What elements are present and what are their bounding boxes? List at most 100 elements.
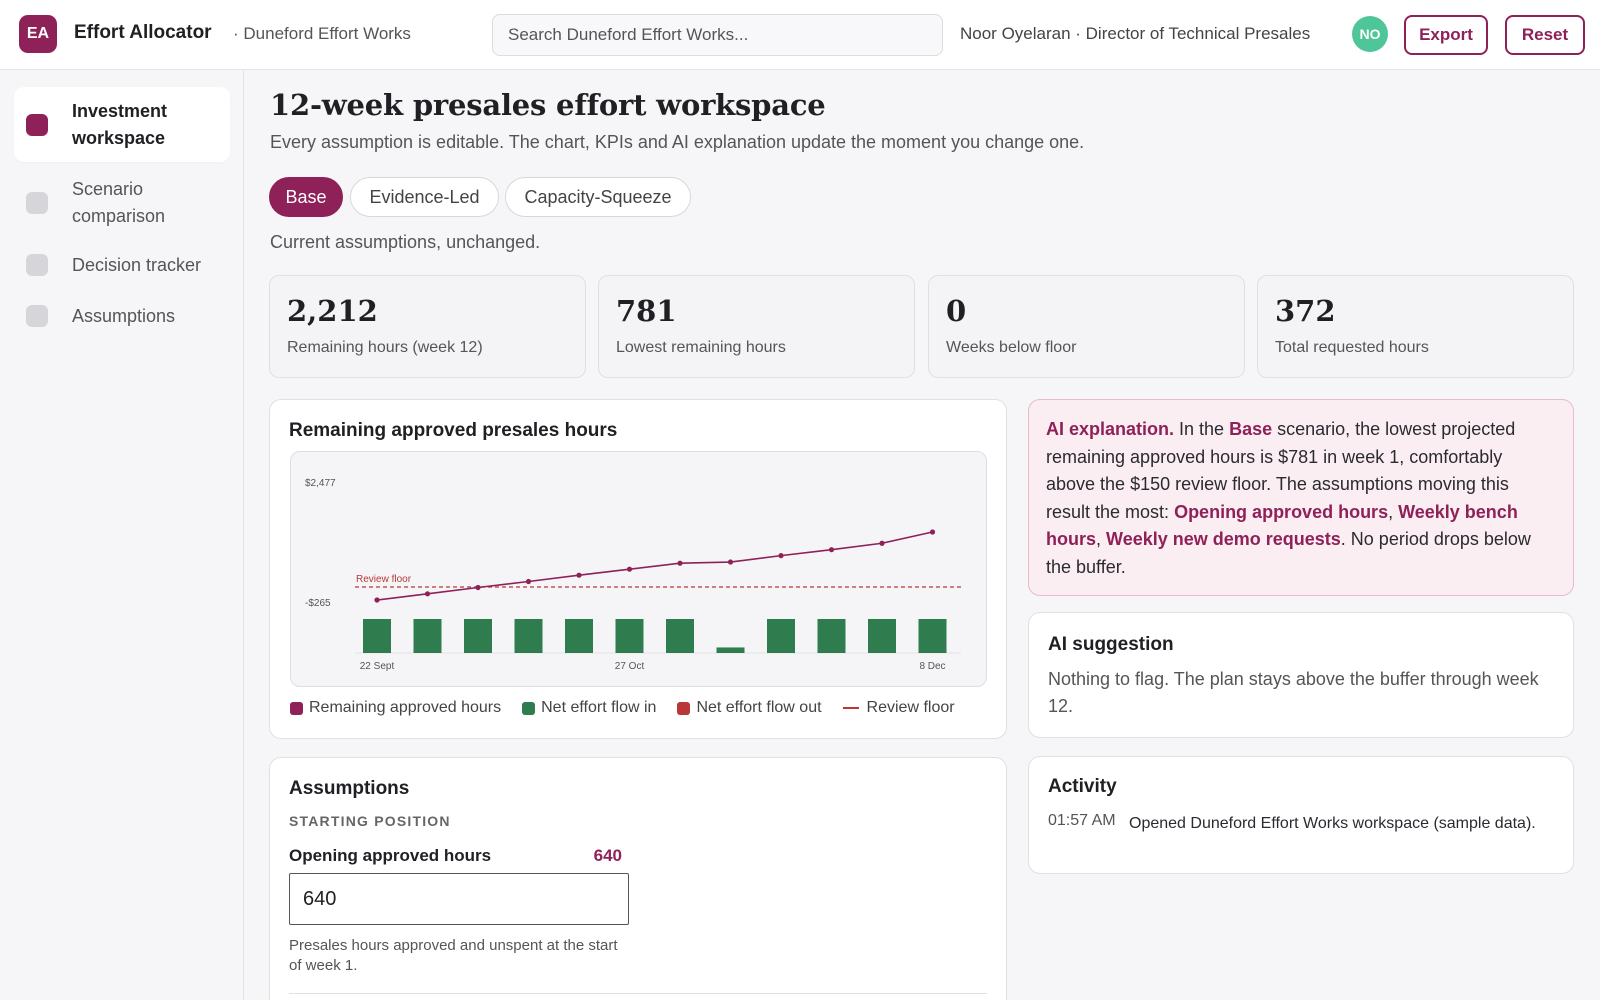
app-logo: EA [19, 15, 57, 53]
tab-evidence-led[interactable]: Evidence-Led [350, 177, 499, 217]
reset-button[interactable]: Reset [1505, 15, 1585, 55]
sidebar-item-label: Investment workspace [72, 100, 168, 148]
kpi-value: 2,212 [287, 294, 378, 328]
legend-swatch-icon [290, 701, 303, 715]
ai-suggestion-title: AI suggestion [1048, 634, 1174, 655]
legend-item-flow-out: Net effort flow out [677, 699, 822, 717]
divider [289, 993, 987, 994]
org-name: · Duneford Effort Works [233, 24, 411, 43]
sidebar-item-assumptions[interactable]: Assumptions [14, 293, 230, 339]
kpi-label: Lowest remaining hours [616, 339, 786, 356]
kpi-card-weeks-below-floor: 0 Weeks below floor [928, 275, 1245, 378]
bar-flow-in [817, 619, 846, 653]
bar-flow-in [666, 619, 694, 653]
kpi-label: Remaining hours (week 12) [287, 339, 483, 356]
kpi-value: 372 [1275, 294, 1336, 328]
ai-explanation-lead: AI explanation. [1046, 419, 1175, 439]
bar-flow-in [514, 619, 543, 653]
activity-card: Activity 01:57 AM Opened Duneford Effort… [1028, 756, 1574, 874]
legend-swatch-icon [677, 701, 691, 715]
x-tick-label: 27 Oct [615, 661, 645, 672]
ai-driver-link[interactable]: Opening approved hours [1174, 501, 1389, 522]
bar-flow-in [413, 619, 442, 653]
ai-driver-link[interactable]: Weekly bench hours [1046, 501, 1518, 550]
kpi-card-remaining-hours: 2,212 Remaining hours (week 12) [269, 275, 586, 378]
x-tick-label: 8 Dec [919, 661, 945, 672]
tab-capacity-squeeze[interactable]: Capacity-Squeeze [505, 177, 691, 217]
field-help-text: Presales hours approved and unspent at t… [289, 937, 618, 974]
ai-suggestion-text: Nothing to flag. The plan stays above th… [1048, 669, 1539, 716]
top-bar: EA Effort Allocator · Duneford Effort Wo… [0, 0, 1600, 70]
nav-marker-icon [26, 254, 48, 276]
activity-time: 01:57 AM [1048, 812, 1116, 829]
x-tick-label: 22 Sept [360, 661, 395, 672]
line-point [576, 572, 582, 578]
sidebar-item-label: Assumptions [72, 305, 176, 326]
app-title: Effort Allocator [74, 22, 212, 43]
ai-separator: , [1388, 501, 1399, 522]
kpi-value: 0 [946, 294, 967, 328]
sidebar-item-investment-workspace[interactable]: Investment workspace [14, 87, 230, 162]
nav-marker-icon [26, 191, 48, 214]
kpi-label: Weeks below floor [946, 339, 1077, 356]
chart-plot-area: $2,477 -$265 Review floor 22 Sept 27 Oct 8 De… [290, 451, 987, 687]
legend-swatch-icon [522, 701, 536, 715]
legend-line-icon [842, 707, 859, 709]
kpi-label: Total requested hours [1275, 339, 1429, 356]
legend-label: Net effort flow out [696, 699, 822, 716]
ai-text: scenario, the lowest projected remaining… [1046, 419, 1516, 522]
line-remaining-hours [376, 531, 933, 601]
legend-label: Net effort flow in [541, 699, 657, 716]
line-point [525, 578, 532, 585]
kpi-card-lowest-remaining: 781 Lowest remaining hours [598, 275, 915, 378]
chart-title: Remaining approved presales hours [289, 420, 618, 441]
line-point [374, 597, 380, 603]
sidebar: Investment workspace Scenario comparison… [0, 70, 244, 1000]
ai-driver-link[interactable]: Weekly new demo requests [1106, 529, 1341, 550]
line-point [879, 540, 885, 546]
bar-flow-in [918, 619, 947, 653]
ai-separator: , [1096, 529, 1107, 550]
field-current-value: 640 [593, 846, 622, 865]
bar-flow-in [767, 619, 795, 653]
export-button[interactable]: Export [1404, 15, 1488, 55]
ai-text: In the [1174, 419, 1230, 439]
line-point [677, 560, 683, 566]
bar-flow-in [615, 619, 644, 653]
y-tick-label: -$265 [305, 598, 331, 609]
legend-label: Remaining approved hours [309, 699, 502, 716]
ai-explanation-box: AI explanation. In the Base scenario, th… [1028, 399, 1574, 596]
y-tick-label: $2,477 [305, 478, 336, 489]
chart-svg: $2,477 -$265 Review floor 22 Sept 27 Oct 8 De… [305, 478, 961, 672]
sidebar-item-decision-tracker[interactable]: Decision tracker [14, 242, 230, 288]
bar-flow-in [363, 619, 391, 653]
nav-marker-icon [26, 305, 48, 327]
kpi-card-total-requested: 372 Total requested hours [1257, 275, 1574, 378]
avatar[interactable]: NO [1352, 16, 1388, 52]
field-label: Opening approved hours [289, 846, 492, 865]
ai-scenario-name: Base [1229, 419, 1273, 439]
sidebar-item-label: Decision tracker [72, 254, 202, 275]
bar-flow-in [868, 619, 896, 653]
legend-item-review-floor: Review floor [842, 699, 955, 717]
ai-text: . No period drops below the buffer. [1046, 529, 1531, 577]
line-point [778, 553, 784, 559]
line-point [626, 566, 633, 572]
activity-title: Activity [1048, 776, 1117, 797]
sidebar-item-scenario-comparison[interactable]: Scenario comparison [14, 165, 230, 240]
line-point [828, 547, 835, 553]
user-name: Noor Oyelaran · Director of Technical Pr… [960, 24, 1311, 43]
page-subtitle: Every assumption is editable. The chart,… [270, 132, 1085, 152]
tab-base[interactable]: Base [269, 177, 343, 217]
chart-legend: Remaining approved hours Net effort flow… [290, 699, 976, 717]
bar-flow-in [716, 647, 745, 653]
line-point [727, 559, 734, 565]
assumptions-card: Assumptions STARTING POSITION Opening ap… [269, 757, 1007, 1000]
opening-hours-input[interactable] [289, 873, 629, 925]
search-input[interactable] [492, 14, 943, 56]
ai-suggestion-card: AI suggestion Nothing to flag. The plan … [1028, 612, 1574, 738]
legend-item-flow-in: Net effort flow in [522, 699, 656, 717]
activity-text: Opened Duneford Effort Works workspace (… [1129, 815, 1536, 832]
bar-flow-in [565, 619, 593, 653]
scenario-note: Current assumptions, unchanged. [270, 232, 541, 252]
